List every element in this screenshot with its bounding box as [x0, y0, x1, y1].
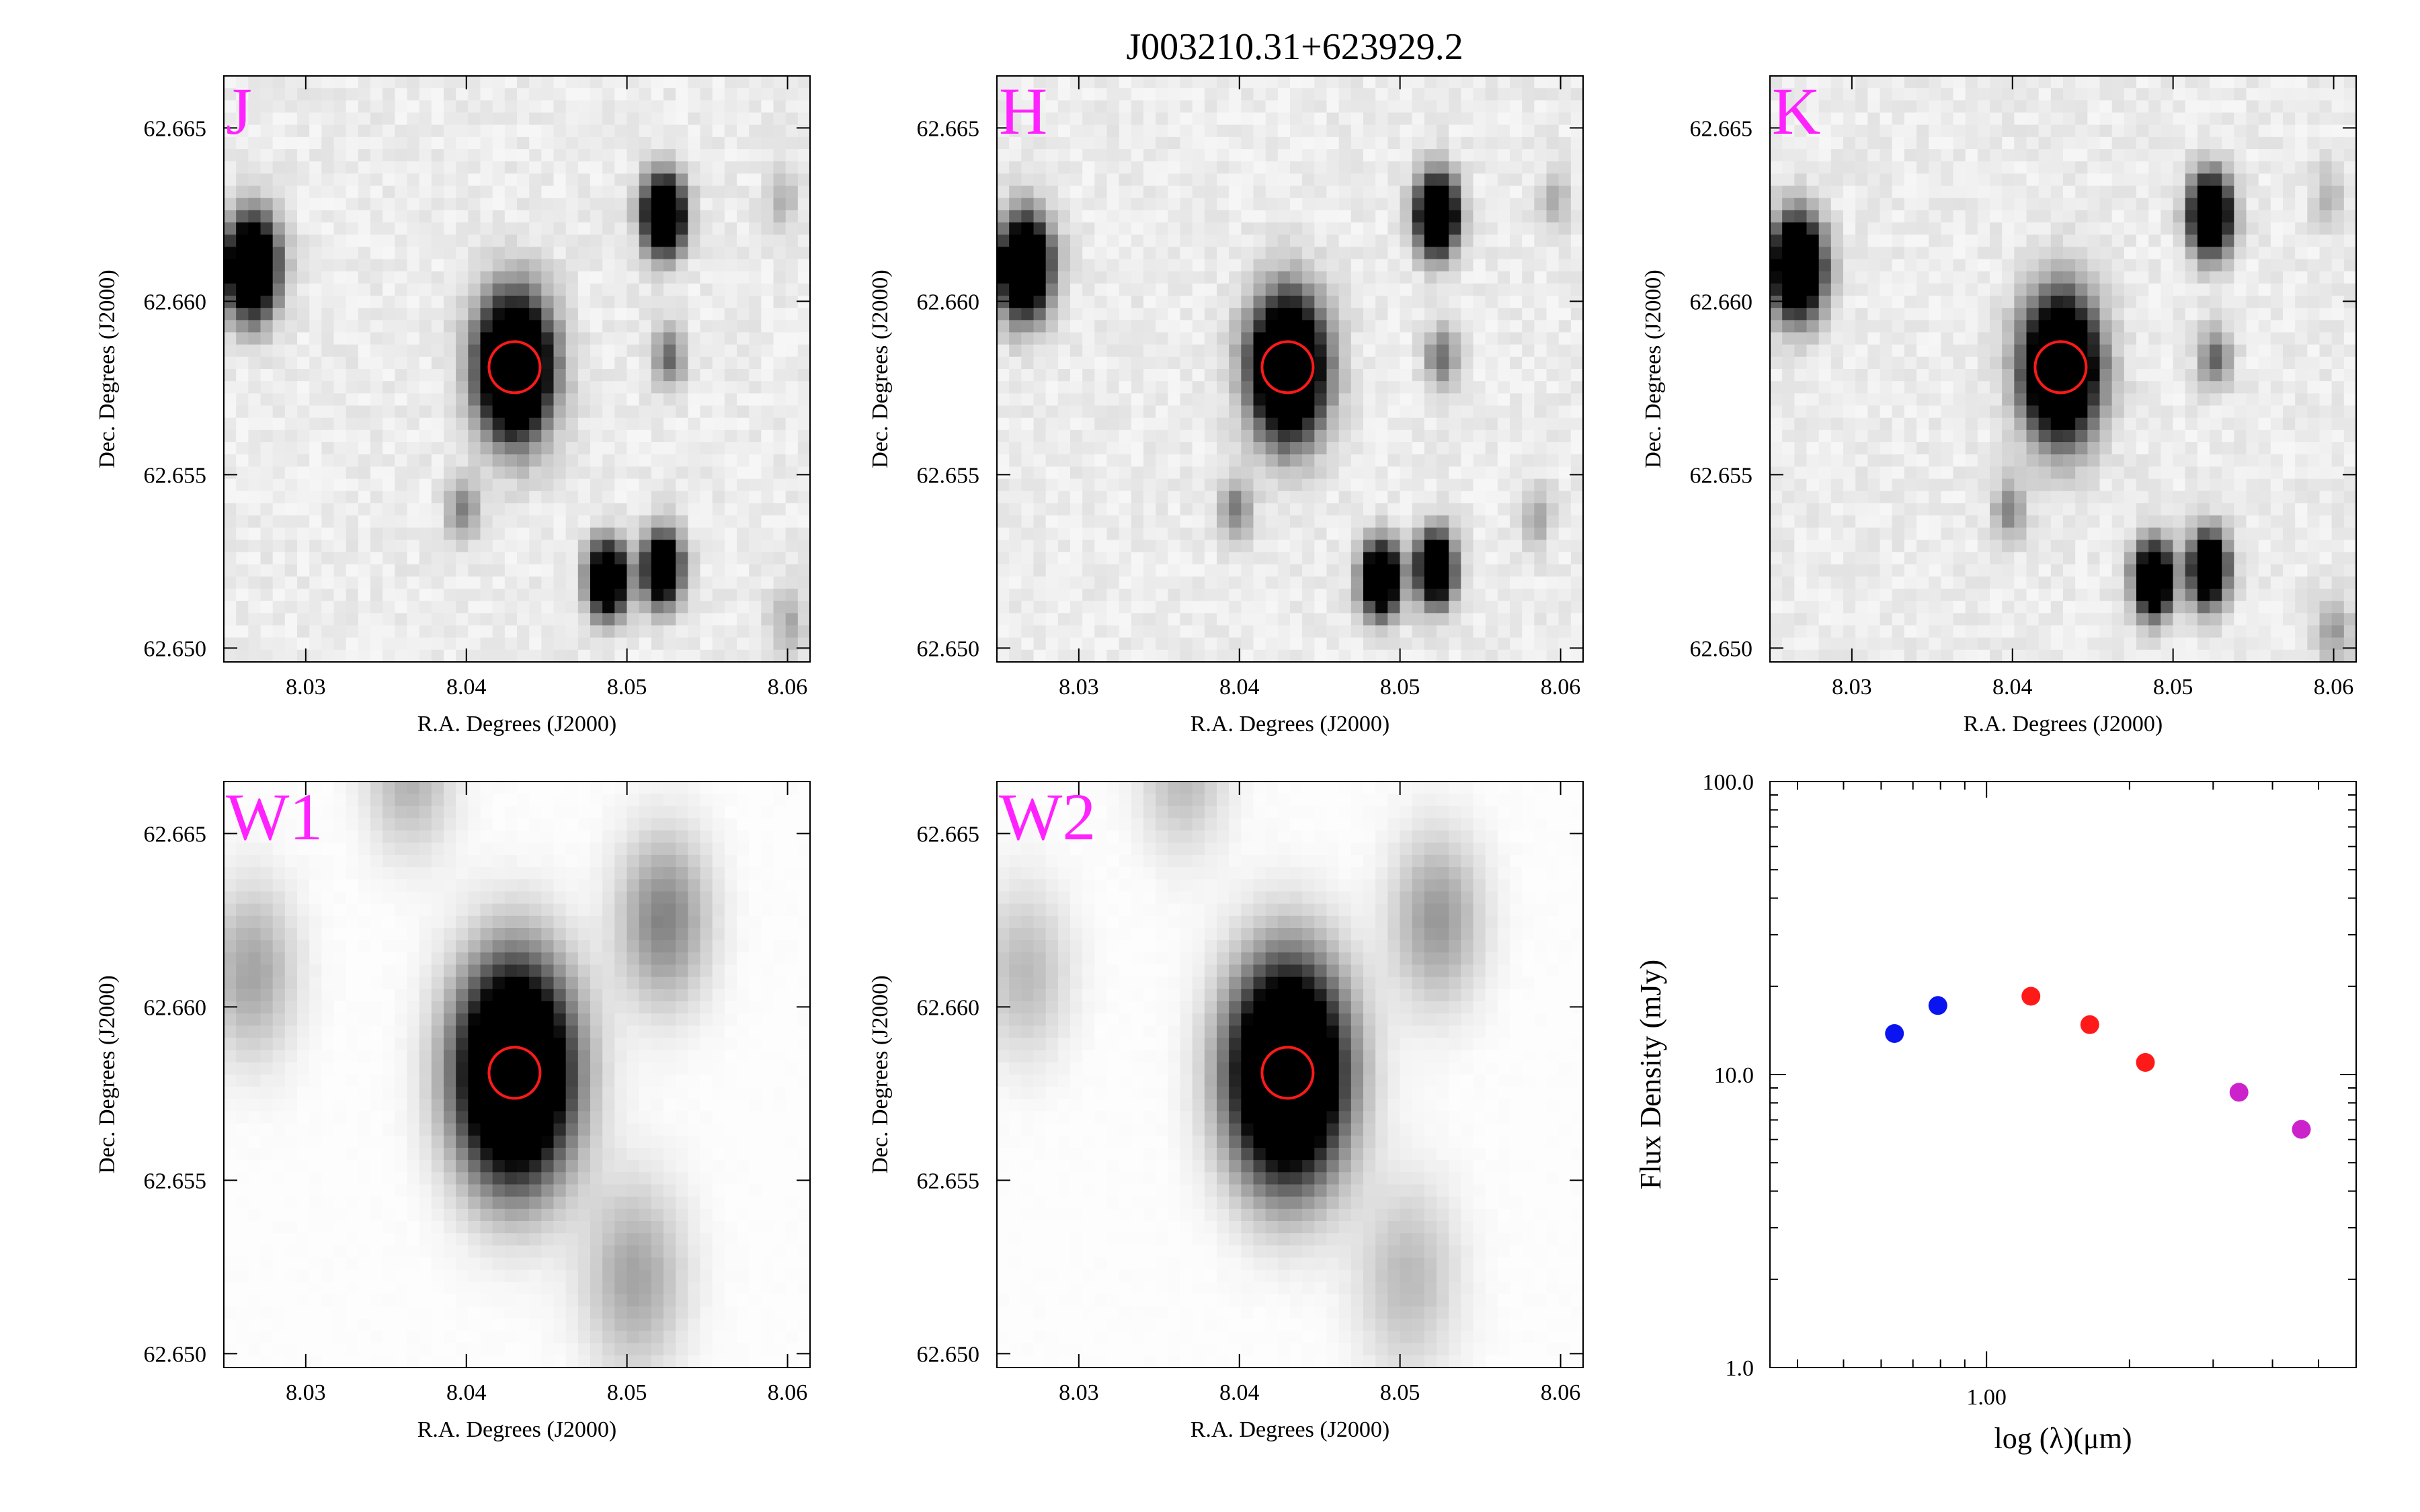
ra-tick-label: 8.05	[1380, 1380, 1420, 1405]
sed-y-axis-label: Flux Density (mJy)	[1634, 960, 1667, 1189]
sed-x-axis-label: log (λ)(μm)	[1994, 1422, 2132, 1455]
dec-tick-label: 62.650	[144, 1342, 207, 1367]
ra-tick-label: 8.05	[1380, 675, 1420, 700]
target-circle-marker	[1260, 340, 1315, 394]
dec-tick-label: 62.660	[1690, 290, 1753, 314]
dec-tick-label: 62.660	[917, 995, 980, 1020]
ra-tick-label: 8.05	[2153, 675, 2193, 700]
ra-axis-label: R.A. Degrees (J2000)	[417, 1417, 617, 1442]
dec-tick-label: 62.665	[917, 822, 980, 847]
band-label: H	[999, 74, 1047, 149]
ra-tick-label: 8.03	[286, 1380, 326, 1405]
dec-tick-label: 62.655	[917, 463, 980, 488]
band-label: W2	[999, 780, 1096, 854]
target-circle-marker	[487, 340, 542, 394]
dec-tick-label: 62.665	[144, 116, 207, 141]
target-circle-marker	[1260, 1046, 1315, 1100]
plot-frame	[996, 781, 1584, 1368]
dec-axis-label: Dec. Degrees (J2000)	[1641, 269, 1666, 468]
sed-data-point	[2080, 1015, 2099, 1034]
sed-data-point	[2021, 986, 2041, 1006]
plot-frame	[1769, 75, 2357, 663]
sed-data-point	[1885, 1024, 1904, 1043]
ra-tick-label: 8.06	[2314, 675, 2354, 700]
target-circle-marker	[487, 1046, 542, 1100]
dec-axis-label: Dec. Degrees (J2000)	[95, 975, 120, 1174]
cutout-panel-h: 8.03 8.04 8.05 8.06 62.650 62.655 62.660 62.665…	[868, 74, 1584, 737]
ra-tick-label: 8.03	[1059, 1380, 1099, 1405]
dec-tick-label: 62.655	[144, 1169, 207, 1193]
band-label: J	[226, 74, 252, 149]
sed-data-point	[2136, 1053, 2155, 1072]
dec-tick-label: 62.650	[917, 636, 980, 661]
panel-grid: 8.03 8.04 8.05 8.06 62.650 62.655 62.660 62.665…	[95, 74, 2357, 1442]
sed-chart: 1.0 10.0 100.0 1.00 log (λ)(μm) Flux Density …	[1634, 770, 2357, 1455]
ra-tick-label: 8.06	[768, 675, 808, 700]
ra-tick-label: 8.03	[1832, 675, 1872, 700]
cutout-image	[224, 76, 811, 663]
target-circle-marker	[2033, 340, 2088, 394]
ra-axis-label: R.A. Degrees (J2000)	[417, 712, 617, 737]
flux-tick-label: 10.0	[1714, 1063, 1755, 1088]
band-label: K	[1772, 74, 1820, 149]
ra-tick-label: 8.04	[1992, 675, 2033, 700]
dec-tick-label: 62.650	[144, 636, 207, 661]
ra-axis-label: R.A. Degrees (J2000)	[1191, 712, 1390, 737]
dec-tick-label: 62.660	[144, 290, 207, 314]
cutout-image	[997, 782, 1584, 1368]
ra-tick-label: 8.05	[607, 1380, 647, 1405]
cutout-panel-w2: 8.03 8.04 8.05 8.06 62.650 62.655 62.660 62.665…	[868, 780, 1584, 1442]
flux-tick-label: 100.0	[1703, 770, 1755, 795]
dec-tick-label: 62.650	[917, 1342, 980, 1367]
dec-tick-label: 62.665	[917, 116, 980, 141]
ra-tick-label: 8.06	[1541, 675, 1581, 700]
ra-tick-label: 8.04	[1219, 675, 1260, 700]
cutout-image	[997, 76, 1584, 663]
dec-tick-label: 62.665	[144, 822, 207, 847]
dec-tick-label: 62.655	[144, 463, 207, 488]
ra-axis-label: R.A. Degrees (J2000)	[1964, 712, 2163, 737]
cutout-panel-k: 8.03 8.04 8.05 8.06 62.650 62.655 62.660 62.665…	[1641, 74, 2357, 737]
dec-tick-label: 62.650	[1690, 636, 1753, 661]
dec-axis-label: Dec. Degrees (J2000)	[95, 269, 120, 468]
cutout-image	[224, 782, 811, 1368]
cutout-image	[1770, 76, 2357, 663]
sed-data-point	[2229, 1083, 2249, 1102]
flux-tick-label: 1.0	[1726, 1356, 1755, 1381]
dec-tick-label: 62.660	[917, 290, 980, 314]
figure-title: J003210.31+623929.2	[1126, 26, 1463, 68]
ra-tick-label: 8.06	[768, 1380, 808, 1405]
dec-axis-label: Dec. Degrees (J2000)	[868, 269, 893, 468]
dec-tick-label: 62.665	[1690, 116, 1753, 141]
plot-frame	[996, 75, 1584, 663]
dec-axis-label: Dec. Degrees (J2000)	[868, 975, 893, 1174]
ra-axis-label: R.A. Degrees (J2000)	[1191, 1417, 1390, 1442]
band-label: W1	[226, 780, 323, 854]
dec-tick-label: 62.655	[1690, 463, 1753, 488]
dec-tick-label: 62.660	[144, 995, 207, 1020]
plot-frame	[223, 781, 811, 1368]
ra-tick-label: 8.03	[1059, 675, 1099, 700]
wavelength-tick-label: 1.00	[1966, 1385, 2007, 1410]
ra-tick-label: 8.06	[1541, 1380, 1581, 1405]
cutout-panel-j: 8.03 8.04 8.05 8.06 62.650 62.655 62.660 62.665…	[95, 74, 811, 737]
dec-tick-label: 62.655	[917, 1169, 980, 1193]
ra-tick-label: 8.05	[607, 675, 647, 700]
ra-tick-label: 8.04	[1219, 1380, 1260, 1405]
cutout-panel-w1: 8.03 8.04 8.05 8.06 62.650 62.655 62.660 62.665…	[95, 780, 811, 1442]
ra-tick-label: 8.04	[446, 675, 487, 700]
ra-tick-label: 8.04	[446, 1380, 487, 1405]
ra-tick-label: 8.03	[286, 675, 326, 700]
sed-data-point	[2292, 1120, 2311, 1139]
plot-frame	[223, 75, 811, 663]
sed-data-point	[1928, 996, 1947, 1015]
